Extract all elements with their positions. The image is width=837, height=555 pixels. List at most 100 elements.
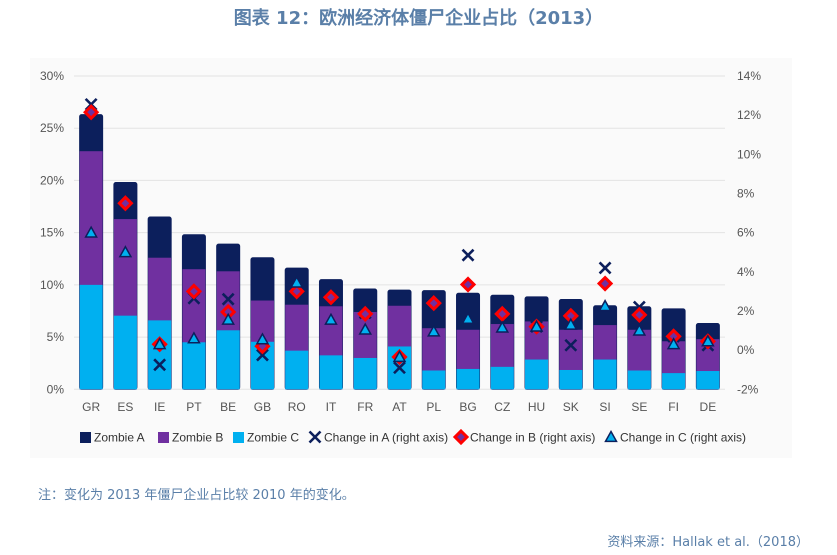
left-tick-label: 10%: [40, 278, 64, 292]
marker-triangle: [564, 317, 578, 330]
marker-triangle: [84, 225, 98, 238]
marker-triangle: [495, 320, 510, 333]
right-tick-label: -2%: [737, 382, 759, 396]
bar-zombie-c: [319, 355, 343, 390]
chart: 0% 5% 10% 15% 20% 25% 30% -2% 0% 2% 4% 6% 8% 10% 12% 14…: [40, 69, 761, 446]
marker-triangle: [358, 322, 373, 335]
marker-diamond: [425, 295, 442, 312]
legend-swatch: [80, 432, 91, 443]
marker-triangle: [152, 337, 167, 350]
left-tick-label: 5%: [47, 330, 65, 344]
right-tick-label: 6%: [737, 226, 755, 240]
marker-triangle: [221, 312, 235, 325]
legend-label: Zombie C: [247, 431, 299, 445]
marker-x: [564, 338, 578, 352]
category-label: GB: [254, 400, 271, 414]
bar-zombie-c: [525, 359, 549, 390]
marker-diamond: [83, 104, 100, 121]
bar-zombie-c: [627, 370, 651, 390]
marker-triangle: [666, 337, 681, 350]
legend-swatch: [158, 432, 169, 443]
category-label: AT: [392, 400, 407, 414]
marker-diamond: [631, 306, 648, 324]
legend-marker: [308, 430, 322, 444]
legend-swatch: [233, 432, 244, 443]
bar-zombie-c: [490, 366, 514, 390]
category-label: SI: [599, 400, 610, 414]
category-label: CZ: [494, 400, 510, 414]
right-tick-label: 4%: [737, 265, 755, 279]
marker-triangle: [255, 332, 270, 345]
right-tick-label: 2%: [737, 304, 755, 318]
marker-x: [393, 361, 406, 375]
legend-label: Change in B (right axis): [470, 431, 595, 445]
legend-label: Zombie B: [172, 431, 223, 445]
legend-label: Change in C (right axis): [620, 431, 746, 445]
legend-marker: [604, 429, 618, 443]
bar-zombie-c: [148, 320, 172, 390]
category-label: SK: [563, 400, 579, 414]
bar-zombie-c: [79, 284, 103, 390]
marker-triangle: [324, 312, 338, 325]
bar-zombie-c: [285, 350, 309, 390]
source: 资料来源：Hallak et al.（2018）: [607, 535, 809, 550]
marker-triangle: [632, 323, 647, 336]
legend-label: Change in A (right axis): [324, 431, 448, 445]
category-label: HU: [528, 400, 545, 414]
bar-zombie-c: [216, 330, 240, 390]
bar-zombie-c: [456, 368, 480, 390]
bar-zombie-c: [422, 370, 446, 390]
legend-marker: [452, 428, 470, 446]
category-label: IE: [154, 400, 165, 414]
marker-diamond: [288, 283, 305, 300]
left-tick-label: 20%: [40, 173, 64, 187]
right-tick-label: 12%: [737, 108, 761, 122]
bar-zombie-c: [250, 341, 274, 390]
marker-triangle: [289, 275, 304, 288]
category-label: PT: [186, 400, 202, 414]
category-label: FI: [668, 400, 679, 414]
marker-triangle: [598, 299, 612, 312]
marker-diamond: [185, 283, 203, 300]
marker-diamond: [117, 195, 134, 212]
category-label: PL: [426, 400, 441, 414]
left-tick-label: 25%: [40, 121, 64, 135]
marker-diamond: [494, 305, 511, 323]
marker-triangle: [701, 334, 715, 347]
chart-title: 图表 12：欧洲经济体僵尸企业占比（2013）: [233, 8, 604, 29]
bar-zombie-c: [559, 369, 583, 390]
left-tick-label: 30%: [40, 69, 64, 83]
right-tick-label: 10%: [737, 147, 761, 161]
marker-triangle: [392, 349, 407, 363]
marker-triangle: [461, 311, 475, 324]
category-label: BE: [220, 400, 236, 414]
category-label: IT: [326, 400, 337, 414]
marker-diamond: [596, 275, 614, 292]
category-label: FR: [357, 400, 373, 414]
marker-x: [598, 261, 612, 275]
right-tick-label: 14%: [737, 69, 761, 83]
bar-zombie-c: [662, 373, 686, 390]
bar-zombie-c: [593, 359, 617, 390]
category-label: DE: [700, 400, 717, 414]
bar-zombie-c: [182, 342, 206, 390]
category-label: BG: [459, 400, 476, 414]
bar-zombie-c: [696, 371, 720, 390]
category-label: ES: [117, 400, 133, 414]
marker-diamond: [459, 276, 477, 293]
category-label: SE: [631, 400, 647, 414]
right-tick-label: 0%: [737, 343, 755, 357]
marker-x: [153, 358, 167, 372]
right-tick-label: 8%: [737, 186, 755, 200]
marker-x: [256, 348, 269, 362]
left-tick-label: 0%: [47, 382, 65, 396]
marker-x: [221, 292, 235, 306]
marker-diamond: [322, 289, 340, 306]
left-tick-label: 15%: [40, 226, 64, 240]
bar-zombie-c: [353, 357, 377, 390]
category-label: RO: [288, 400, 306, 414]
legend-label: Zombie A: [94, 431, 145, 445]
marker-x: [461, 248, 475, 262]
marker-triangle: [426, 324, 441, 337]
marker-triangle: [187, 331, 201, 344]
